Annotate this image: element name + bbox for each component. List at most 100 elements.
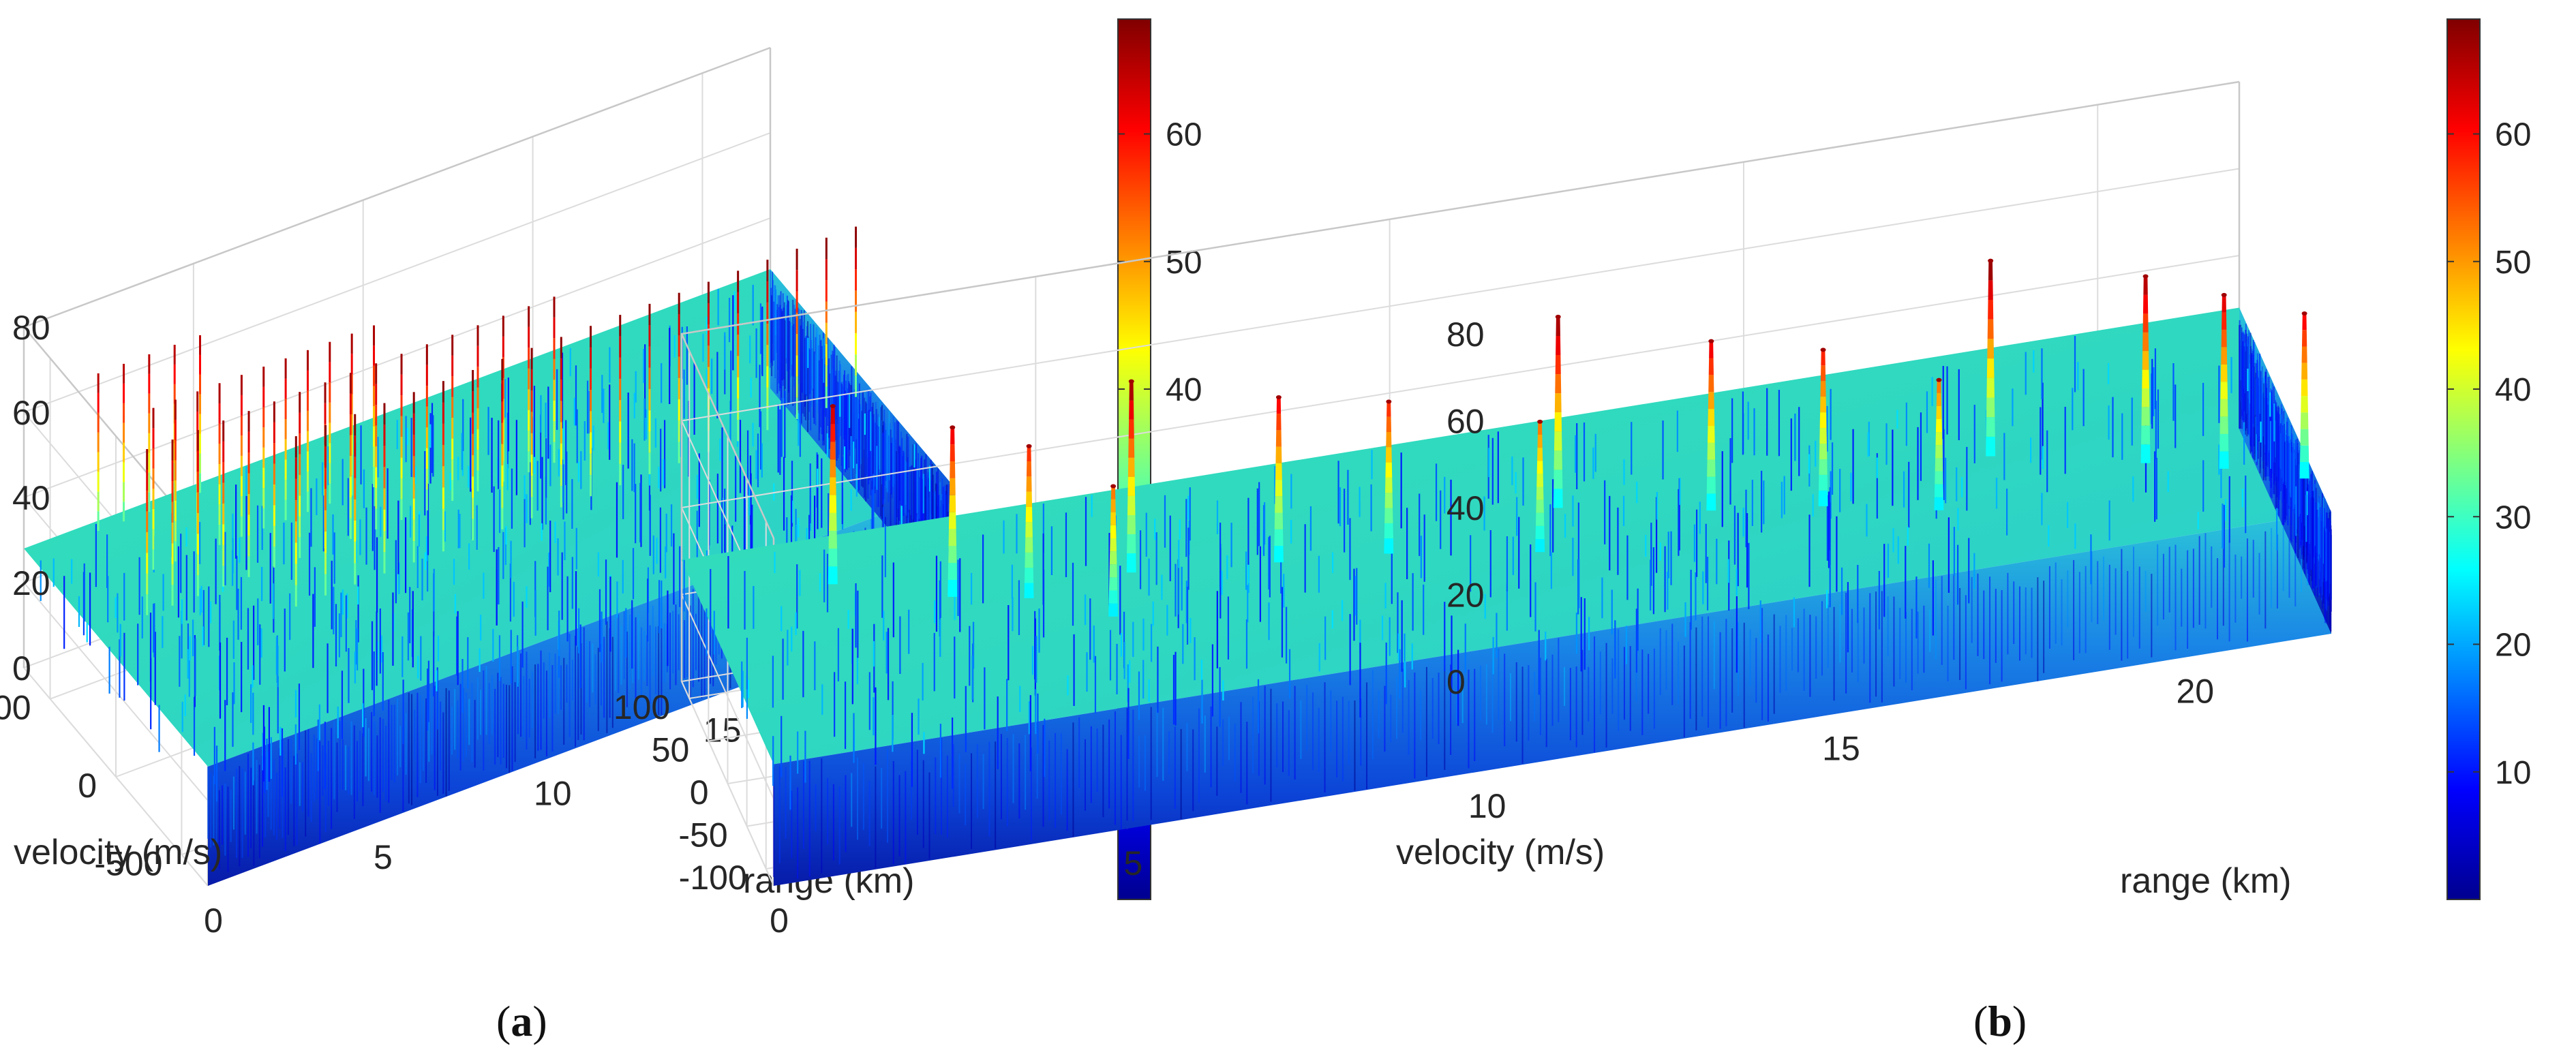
panel-b-peak: [2141, 407, 2150, 426]
panel-b-peak: [1275, 446, 1282, 463]
panel-b-peak: [2219, 451, 2229, 469]
panel-b-label-close: ): [2012, 997, 2027, 1045]
panel-b-peak: [948, 563, 957, 581]
panel-b-peak: [2222, 312, 2227, 330]
panel-b-peak: [1708, 375, 1714, 392]
panel-b-peak: [1127, 457, 1135, 477]
panel-b-peak-tip: [1936, 378, 1942, 382]
panel-b-cbar-tick-5: 60: [2495, 117, 2531, 153]
panel-b-peak: [1555, 355, 1561, 375]
panel-b-peak: [1110, 486, 1116, 499]
panel-a-ytick-1: 0: [78, 767, 97, 805]
panel-b-peak: [1988, 280, 1993, 301]
panel-b-ztick-4: 80: [1446, 315, 1485, 354]
panel-b-peak: [1554, 469, 1563, 489]
panel-b-peak: [1108, 590, 1118, 604]
panel-b-peak: [1126, 553, 1136, 573]
panel-b-peak: [2142, 294, 2149, 314]
panel-b-peak: [1024, 568, 1034, 583]
panel-b-peak: [1819, 444, 1828, 459]
panel-b-peak: [1935, 458, 1943, 472]
panel-a-ztick-1: 20: [12, 564, 50, 602]
panel-b-peak: [1819, 459, 1828, 475]
panel-a-cbar-tick-5: 60: [1166, 117, 1202, 153]
panel-b-peak: [1821, 350, 1825, 366]
panel-b-peak: [1536, 474, 1544, 487]
panel-b-ytick-1: -50: [678, 816, 727, 854]
panel-a-label-open: (: [496, 997, 511, 1045]
panel-b-peak: [828, 566, 838, 585]
panel-b-peak: [1818, 490, 1828, 506]
panel-b-peak: [1384, 538, 1394, 554]
panel-b-peak: [1537, 421, 1543, 435]
panel-b-peak: [1986, 378, 1995, 398]
panel-b-peak: [2219, 416, 2228, 434]
panel-b-peak-tip: [2142, 274, 2149, 279]
panel-b-peak: [1110, 512, 1117, 525]
panel-b-peak: [1536, 499, 1544, 513]
panel-b-peak: [2219, 433, 2229, 452]
panel-b-peak: [1127, 495, 1136, 515]
panel-b-ylabel: velocity (m/s): [1396, 833, 1605, 872]
panel-b-peak: [1554, 450, 1562, 470]
panel-b-peak: [830, 442, 836, 460]
panel-b-box-edge-2: [680, 333, 775, 539]
panel-b-ytick-2: 0: [690, 773, 709, 812]
panel-b-peak: [1535, 538, 1545, 553]
panel-b-ytick-0: -100: [679, 859, 747, 897]
panel-b-peak: [2300, 429, 2309, 446]
panel-b-peak: [1536, 487, 1544, 500]
panel-b-xlabel: range (km): [2120, 861, 2291, 901]
panel-b-cbar-tick-2: 30: [2495, 499, 2531, 536]
panel-b-peak: [1128, 419, 1134, 439]
panel-b-peak: [1934, 497, 1944, 510]
panel-b-peak: [1384, 523, 1393, 539]
panel-b-peak: [1986, 397, 1995, 418]
panel-b-peak-tip: [830, 403, 836, 408]
panel-b-xtick-2: 10: [1468, 787, 1506, 825]
panel-b-peak: [1556, 316, 1560, 336]
panel-b-peak: [1384, 493, 1393, 508]
panel-b-peak: [1384, 508, 1393, 523]
panel-b-peak: [2301, 363, 2308, 380]
panel-b-peak: [2141, 388, 2150, 407]
panel-a-box-edge-1: [23, 46, 771, 328]
panel-b-peak: [2221, 347, 2228, 365]
panel-b-cbar-tick-1: 20: [2495, 628, 2531, 664]
panel-b-peak: [2299, 462, 2309, 479]
panel-b-peak-tip: [950, 425, 956, 430]
panel-b-peak: [1026, 476, 1032, 492]
panel-b-peak: [1129, 381, 1134, 401]
panel-b-peak: [2143, 276, 2148, 295]
panel-b-peak: [1129, 400, 1134, 420]
panel-b-peak: [1108, 577, 1118, 591]
panel-b-peak: [2221, 329, 2227, 348]
panel-b-peak: [1385, 477, 1393, 493]
panel-b-peak: [948, 529, 957, 546]
panel-b-surface: [682, 307, 2332, 886]
panel-b-xtick-3: 15: [1822, 730, 1860, 768]
panel-b-peak: [1934, 484, 1944, 497]
panel-a-label-close: ): [532, 997, 547, 1045]
panel-b-peak: [1708, 425, 1715, 443]
panel-a-ztick-2: 40: [12, 479, 50, 517]
panel-b-peak: [1708, 392, 1714, 410]
panel-b-peak: [1935, 445, 1943, 459]
panel-b-peak: [2222, 294, 2226, 313]
panel-b-peak: [1275, 480, 1283, 497]
panel-b-peak: [1026, 461, 1032, 477]
panel-b-peak: [1535, 525, 1545, 539]
panel-b-cbar-tick-4: 50: [2495, 245, 2531, 281]
panel-b-peak-tip: [1537, 419, 1543, 424]
panel-b-peak-tip: [1386, 399, 1392, 404]
panel-b-peak: [1027, 446, 1031, 462]
panel-b-peak-tip: [1820, 348, 1826, 352]
panel-b-peak: [828, 530, 837, 549]
panel-b-peak: [1708, 409, 1715, 426]
panel-b-peak: [1709, 341, 1714, 358]
panel-b-peak: [1274, 529, 1284, 546]
panel-b-ztick-3: 60: [1446, 403, 1485, 441]
panel-a-surface-top: [24, 269, 954, 767]
panel-b-cbar-tick-3: 40: [2495, 372, 2531, 408]
panel-b-peak-tip: [1708, 339, 1714, 343]
